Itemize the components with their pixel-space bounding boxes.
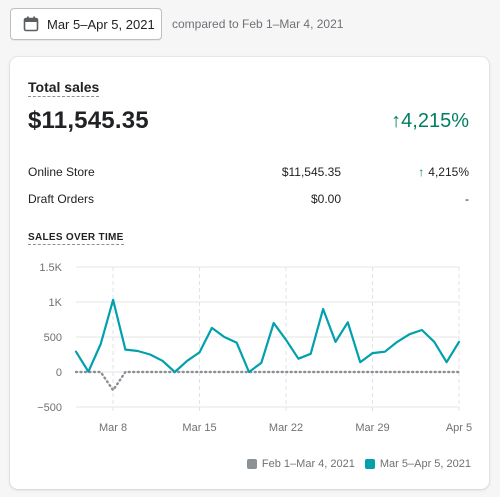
x-tick-label: Mar 15 — [182, 422, 216, 434]
x-tick-label: Mar 8 — [99, 422, 127, 434]
breakdown-value: $11,545.35 — [281, 165, 341, 179]
y-tick-label: 1.5K — [39, 262, 62, 274]
x-tick-label: Mar 22 — [269, 422, 303, 434]
sales-over-time-chart: 1.5K 1K 500 0 −500 Mar 8 Mar 15 Mar 22 Mar 29 Apr… — [37, 262, 472, 434]
legend-swatch — [364, 459, 375, 469]
date-range-label: Mar 5–Apr 5, 2021 — [47, 16, 155, 32]
x-tick-label: Mar 29 — [355, 422, 389, 434]
total-sales-change: ↑4,215% — [391, 110, 469, 133]
y-tick-label: −500 — [37, 402, 62, 414]
total-sales-title[interactable]: Total sales — [28, 79, 100, 97]
total-sales-change-value: 4,215% — [401, 110, 469, 132]
y-tick-label: 500 — [44, 332, 62, 344]
legend-item-previous[interactable]: Feb 1–Mar 4, 2021 — [246, 458, 355, 470]
breakdown-name: Draft Orders — [28, 192, 95, 206]
sales-over-time-title[interactable]: SALES OVER TIME — [28, 232, 124, 245]
calendar-icon — [23, 16, 39, 32]
chart-legend: Feb 1–Mar 4, 2021 Mar 5–Apr 5, 2021 — [237, 458, 471, 470]
breakdown-change-value: 4,215% — [428, 165, 469, 179]
series-line-current — [74, 298, 461, 374]
arrow-up-icon: ↑ — [418, 165, 425, 179]
date-range-button[interactable]: Mar 5–Apr 5, 2021 — [10, 8, 162, 40]
series-line-previous — [74, 370, 461, 392]
breakdown-change: ↑ 4,215% — [418, 165, 469, 179]
breakdown-row-online-store: Online Store $11,545.35 ↑ 4,215% — [28, 165, 469, 183]
legend-label: Mar 5–Apr 5, 2021 — [379, 458, 471, 470]
y-tick-label: 1K — [49, 297, 63, 309]
x-tick-label: Apr 5 — [446, 422, 472, 434]
legend-swatch — [246, 459, 257, 469]
total-sales-value: $11,545.35 — [28, 107, 149, 134]
legend-item-current[interactable]: Mar 5–Apr 5, 2021 — [364, 458, 471, 470]
breakdown-row-draft-orders: Draft Orders $0.00 - — [28, 192, 469, 210]
total-sales-card: Total sales $11,545.35 ↑4,215% Online St… — [10, 57, 489, 489]
legend-label: Feb 1–Mar 4, 2021 — [261, 458, 355, 470]
breakdown-change: - — [465, 192, 469, 206]
arrow-up-icon: ↑ — [391, 110, 402, 132]
comparison-text: compared to Feb 1–Mar 4, 2021 — [172, 17, 344, 31]
y-tick-label: 0 — [56, 367, 62, 379]
breakdown-name: Online Store — [28, 165, 95, 179]
breakdown-value: $0.00 — [310, 192, 341, 206]
